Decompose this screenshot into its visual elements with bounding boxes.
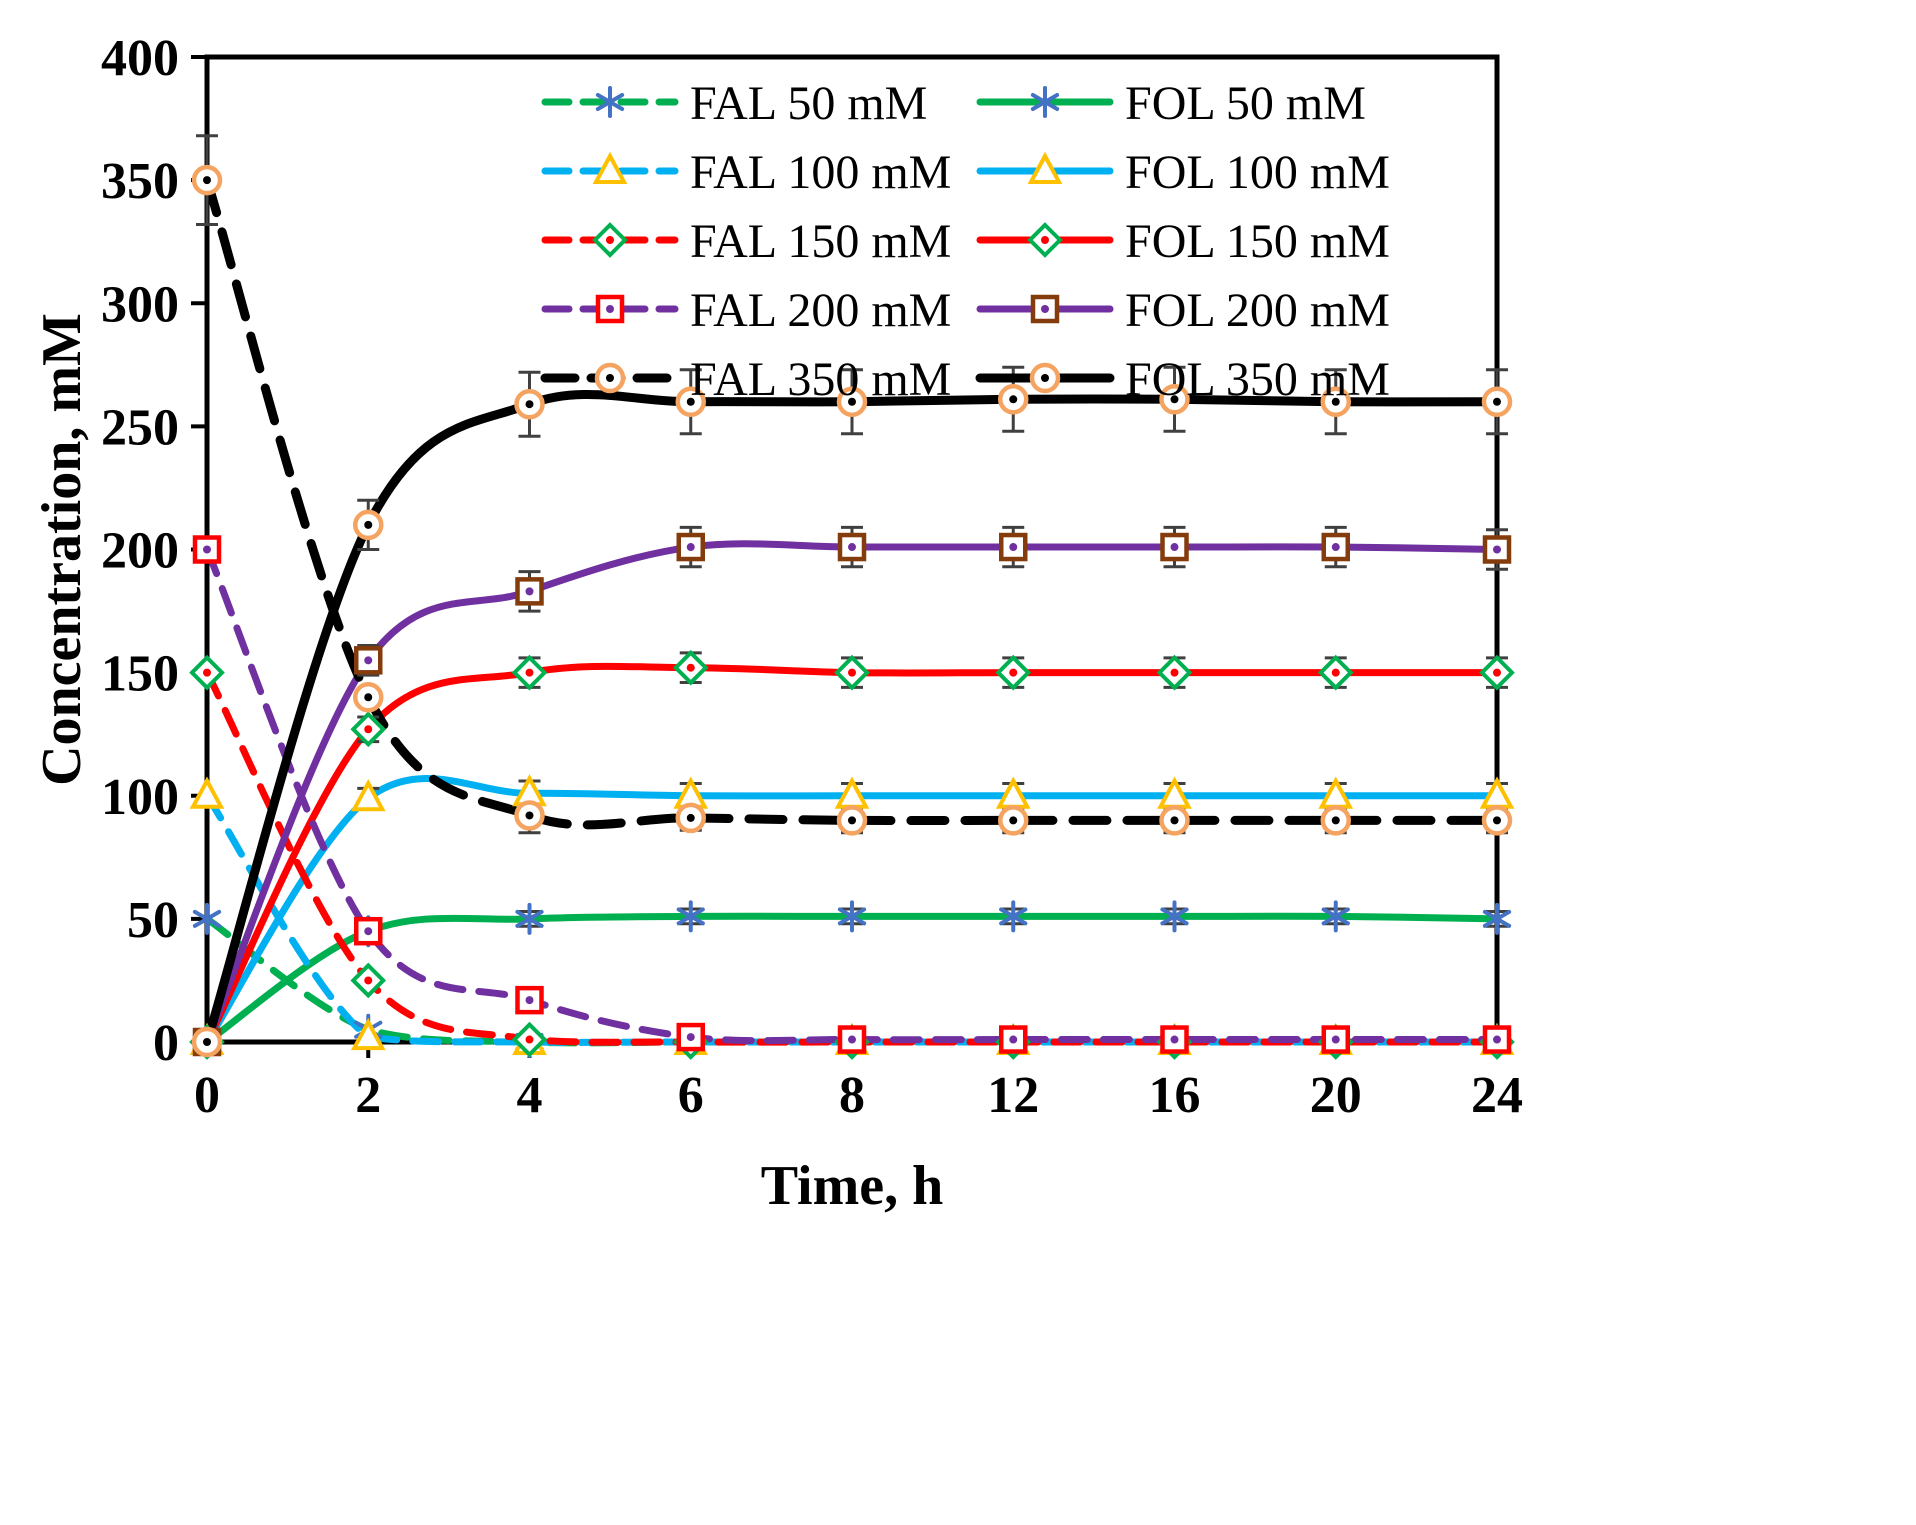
legend-entry-fal-200-mm: FAL 200 mM xyxy=(541,284,951,337)
y-tick-label: 350 xyxy=(101,153,179,210)
legend-entry-fol-50-mm: FOL 50 mM xyxy=(976,77,1366,130)
x-tick-label: 24 xyxy=(1471,1067,1523,1124)
y-tick-label: 50 xyxy=(127,892,179,949)
series-line-fal-150-mm xyxy=(203,669,1501,1046)
y-tick-label: 200 xyxy=(101,523,179,580)
legend: FAL 50 mM FOL 50 mM FAL 100 mM FOL 100 mM FA… xyxy=(540,77,1390,406)
x-tick-label: 2 xyxy=(355,1067,381,1124)
legend-entry-fol-100-mm: FOL 100 mM xyxy=(976,146,1390,199)
x-axis: 0 2 4 6 8 12 16 20 24 xyxy=(194,1042,1523,1124)
legend-entry-fol-150-mm: FOL 150 mM xyxy=(976,215,1390,268)
legend-label: FOL 150 mM xyxy=(1125,215,1390,268)
x-tick-label: 0 xyxy=(194,1067,220,1124)
legend-entry-fol-200-mm: FOL 200 mM xyxy=(976,284,1390,337)
x-tick-label: 8 xyxy=(839,1067,865,1124)
legend-label: FAL 100 mM xyxy=(690,146,951,199)
x-tick-label: 20 xyxy=(1310,1067,1362,1124)
markers-fal-350-mm xyxy=(191,164,1513,836)
legend-label: FAL 50 mM xyxy=(690,77,927,130)
markers-fol-150-mm xyxy=(189,649,1515,1060)
x-tick-label: 16 xyxy=(1149,1067,1201,1124)
x-tick-label: 12 xyxy=(987,1067,1039,1124)
x-tick-label: 4 xyxy=(517,1067,543,1124)
y-tick-label: 300 xyxy=(101,276,179,333)
series-lines xyxy=(202,175,1502,1047)
legend-label: FAL 200 mM xyxy=(690,284,951,337)
x-tick-label: 6 xyxy=(678,1067,704,1124)
series-line-fol-150-mm xyxy=(203,662,1501,1046)
legend-entry-fal-350-mm: FAL 350 mM xyxy=(540,353,951,406)
y-tick-label: 150 xyxy=(101,646,179,703)
legend-entry-fal-100-mm: FAL 100 mM xyxy=(541,146,951,199)
legend-label: FOL 50 mM xyxy=(1125,77,1366,130)
markers-fol-350-mm xyxy=(191,384,1513,1058)
legend-entry-fal-150-mm: FAL 150 mM xyxy=(541,215,951,268)
y-tick-label: 400 xyxy=(101,30,179,87)
legend-label: FOL 200 mM xyxy=(1125,284,1390,337)
series-line-fal-350-mm xyxy=(202,175,1502,830)
y-axis-label: Concentration, mM xyxy=(31,313,93,786)
x-axis-label: Time, h xyxy=(761,1155,944,1217)
y-tick-label: 0 xyxy=(153,1015,179,1072)
series-line-fol-350-mm xyxy=(202,390,1502,1047)
markers-fal-150-mm xyxy=(189,654,1515,1060)
y-tick-label: 100 xyxy=(101,769,179,826)
legend-label: FAL 150 mM xyxy=(690,215,951,268)
y-axis: 0 50 100 150 200 250 300 350 400 xyxy=(101,30,207,1072)
legend-label: FOL 350 mM xyxy=(1125,353,1390,406)
series-markers xyxy=(189,164,1515,1060)
y-tick-label: 250 xyxy=(101,399,179,456)
legend-entry-fal-50-mm: FAL 50 mM xyxy=(541,77,927,130)
legend-label: FAL 350 mM xyxy=(690,353,951,406)
markers-fal-200-mm xyxy=(192,535,1512,1054)
legend-label: FOL 100 mM xyxy=(1125,146,1390,199)
legend-entry-fol-350-mm: FOL 350 mM xyxy=(975,353,1390,406)
